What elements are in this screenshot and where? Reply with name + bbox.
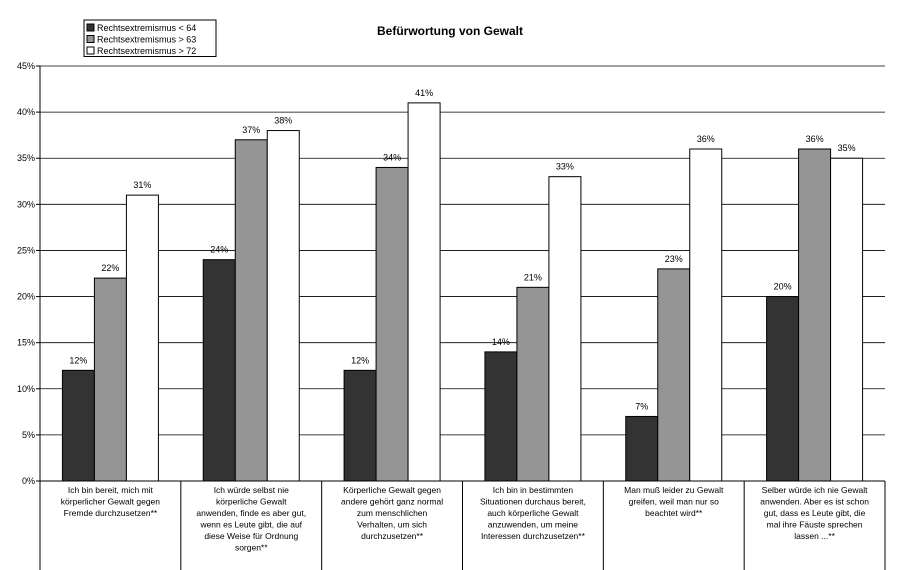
data-label: 36% — [806, 134, 824, 144]
bar-2-category-5 — [657, 268, 691, 482]
bar-3-category-6 — [830, 157, 864, 482]
data-label: 20% — [774, 282, 792, 292]
category-label: Interessen durchzusetzen** — [481, 531, 586, 541]
category-label: greifen, weil man nur so — [629, 497, 720, 507]
bar-1-category-6 — [766, 296, 800, 482]
bar-2-category-3 — [375, 166, 409, 482]
y-tick-label: 20% — [17, 292, 35, 302]
legend: Rechtsextremismus < 64 Rechtsextremismus … — [83, 19, 217, 57]
category-label: Verhalten, um sich — [357, 520, 427, 530]
data-label: 35% — [838, 143, 856, 153]
category-label: Körperliche Gewalt gegen — [343, 485, 441, 495]
y-tick-label: 0% — [22, 476, 35, 486]
category-label: wenn es Leute gibt, die auf — [199, 520, 302, 530]
y-tick-label: 35% — [17, 153, 35, 163]
data-label: 37% — [242, 125, 260, 135]
category-label: körperliche Gewalt — [216, 497, 287, 507]
legend-box — [83, 19, 217, 57]
data-label: 36% — [697, 134, 715, 144]
category-label: Ich würde selbst nie — [214, 485, 289, 495]
y-tick-label: 25% — [17, 245, 35, 255]
category-label: zum menschlichen — [357, 508, 428, 518]
bar-2-category-1 — [93, 277, 127, 482]
bar-1-category-2 — [202, 259, 236, 482]
data-label: 12% — [351, 355, 369, 365]
data-label: 14% — [492, 337, 510, 347]
bars — [61, 102, 864, 482]
legend-label: Rechtsextremismus < 64 — [97, 23, 196, 33]
x-axis: Ich bin bereit, mich mit körperlicher Gew… — [39, 480, 886, 570]
bar-3-category-1 — [125, 194, 159, 482]
legend-swatch — [86, 35, 95, 43]
data-label: 38% — [274, 116, 292, 126]
bar-1-category-4 — [484, 351, 518, 482]
category-label: Selber würde ich nie Gewalt — [762, 485, 868, 495]
bar-3-category-4 — [548, 176, 582, 482]
y-tick-label: 15% — [17, 338, 35, 348]
category-label: andere gehört ganz normal — [341, 497, 443, 507]
data-label: 24% — [210, 245, 228, 255]
category-label: Situationen durchaus bereit, — [480, 497, 586, 507]
data-label: 7% — [635, 401, 648, 411]
category-label: anzuwenden, um meine — [488, 520, 579, 530]
gridlines — [40, 65, 885, 436]
bar-3-category-5 — [689, 148, 723, 482]
y-axis: 0% 5% 10% 15% 20% 25% 30% 35% 40% 45% — [17, 61, 41, 486]
data-label: 21% — [524, 272, 542, 282]
y-tick-label: 10% — [17, 384, 35, 394]
category-label: gut, dass es Leute gibt, die — [764, 508, 866, 518]
bar-3-category-2 — [266, 130, 300, 482]
bar-2-category-6 — [798, 148, 832, 482]
category-label: sorgen** — [235, 543, 268, 553]
y-tick-label: 40% — [17, 107, 35, 117]
bar-3-category-3 — [407, 102, 441, 482]
category-label: beachtet wird** — [645, 508, 703, 518]
category-label: durchzusetzen** — [361, 531, 424, 541]
category-label: Man muß leider zu Gewalt — [624, 485, 724, 495]
category-label: lassen ...** — [794, 531, 835, 541]
data-label: 23% — [665, 254, 683, 264]
category-label: Fremde durchzusetzen** — [64, 508, 158, 518]
data-label: 34% — [383, 152, 401, 162]
legend-swatch — [86, 23, 95, 32]
category-label: diese Weise für Ordnung — [204, 531, 298, 541]
category-label: Ich bin in bestimmten — [493, 485, 574, 495]
data-label: 41% — [415, 88, 433, 98]
bar-2-category-4 — [516, 286, 550, 482]
category-label: Ich bin bereit, mich mit — [68, 485, 154, 495]
bar-1-category-5 — [625, 415, 659, 482]
bar-2-category-2 — [234, 139, 268, 482]
category-label: auch körperliche Gewalt — [487, 508, 579, 518]
category-label: mal ihre Fäuste sprechen — [767, 520, 863, 530]
data-label: 33% — [556, 162, 574, 172]
chart-title: Befürwortung von Gewalt — [377, 24, 523, 38]
y-tick-label: 45% — [17, 61, 35, 71]
y-tick-label: 30% — [17, 199, 35, 209]
category-label: anwenden. Aber es ist schon — [760, 497, 869, 507]
data-label: 12% — [69, 355, 87, 365]
category-label: anwenden, finde es aber gut, — [196, 508, 306, 518]
y-tick-label: 5% — [22, 430, 35, 440]
legend-label: Rechtsextremismus > 63 — [97, 35, 196, 45]
data-label: 22% — [101, 263, 119, 273]
bar-1-category-1 — [61, 369, 95, 482]
category-label: körperlicher Gewalt gegen — [61, 497, 160, 507]
legend-label: Rechtsextremismus > 72 — [97, 46, 196, 56]
bar-1-category-3 — [343, 369, 377, 482]
data-label: 31% — [133, 180, 151, 190]
data-labels: 12% 22% 31% 24% 37% 38% 12% 34% 41% 14% 21% 33% 7% 23… — [69, 88, 855, 412]
legend-swatch — [86, 46, 95, 55]
